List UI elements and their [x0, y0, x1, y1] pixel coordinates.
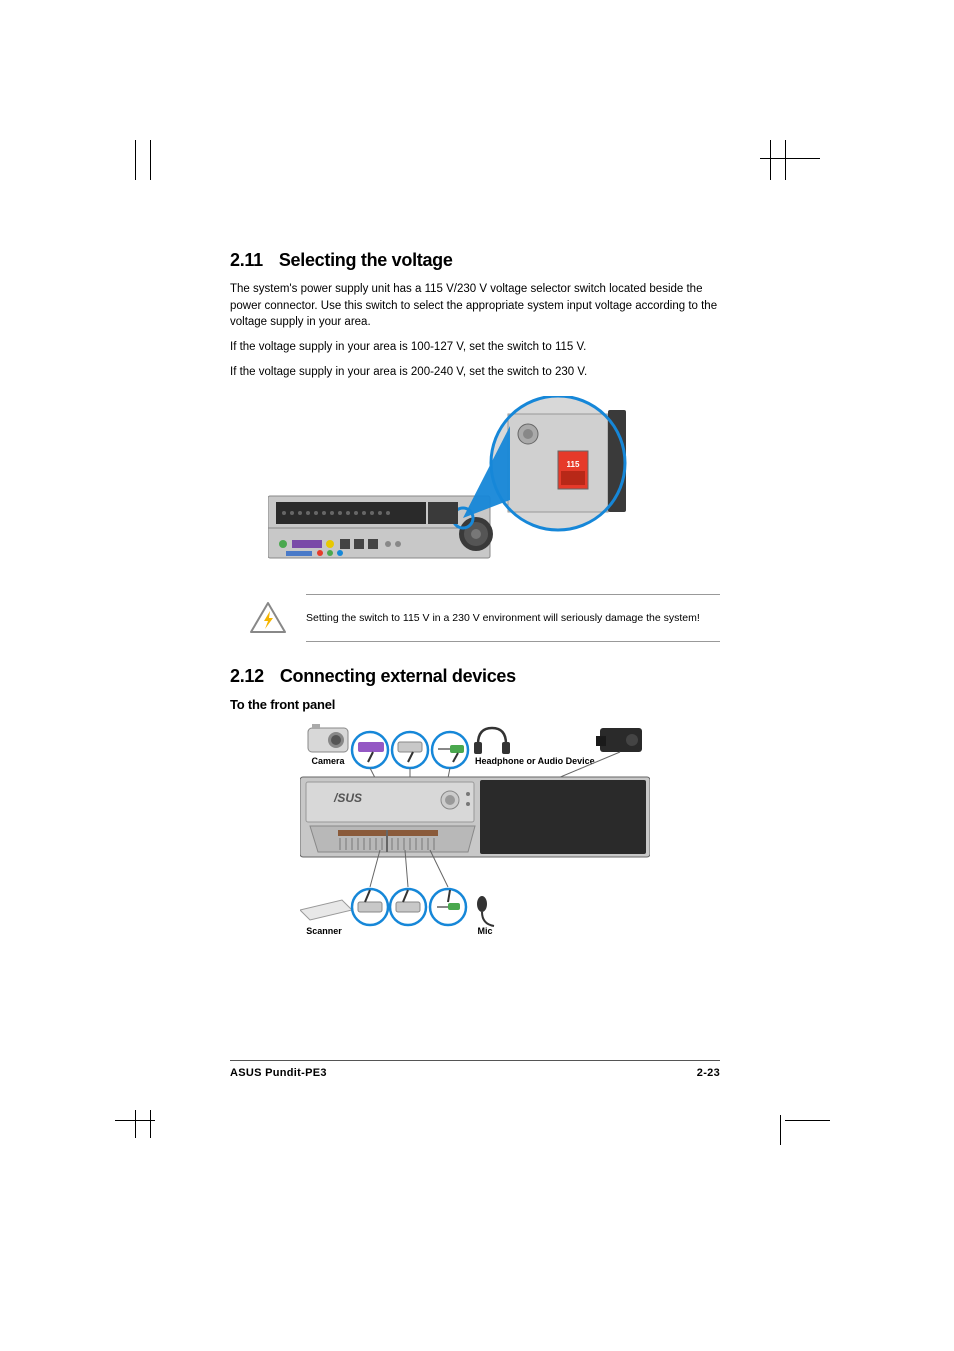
psu-small [428, 502, 458, 524]
crop-mark [135, 1110, 136, 1138]
warning-icon [230, 601, 306, 635]
audio-plug-top [432, 732, 468, 768]
footer-page-number: 2-23 [697, 1067, 720, 1079]
power-connector-inner [523, 429, 533, 439]
section-number: 2.12 [230, 666, 264, 686]
para-1: The system's power supply unit has a 115… [230, 281, 720, 331]
subsection-heading: To the front panel [230, 697, 720, 712]
para-3: If the voltage supply in your area is 20… [230, 364, 720, 381]
camera-icon [308, 724, 348, 752]
usb-plug-top-left [352, 732, 388, 768]
para-2: If the voltage supply in your area is 10… [230, 339, 720, 356]
figure-front-panel: Camera [300, 722, 720, 947]
footer-product: ASUS Pundit-PE3 [230, 1067, 327, 1079]
footer-rule [230, 1060, 720, 1061]
power-button-inner [445, 795, 455, 805]
section-heading-212: 2.12 Connecting external devices [230, 666, 720, 687]
warning-rule-bottom [306, 641, 720, 642]
front-port-flap [310, 826, 475, 852]
videocam-icon [596, 728, 642, 752]
crop-mark [760, 158, 820, 159]
mic-icon [477, 896, 494, 926]
brand-label: /SUS [333, 791, 362, 805]
crop-mark [150, 140, 151, 180]
usb-plug-bottom-left [352, 889, 388, 925]
lightning-triangle-icon [249, 601, 287, 635]
crop-mark [780, 1115, 781, 1145]
figure-voltage-switch: 115 [268, 396, 720, 576]
voltage-label: 115 [567, 460, 580, 469]
mic-plug-bottom [430, 889, 466, 925]
section-number: 2.11 [230, 250, 263, 270]
front-panel-svg: Camera [300, 722, 650, 942]
page-footer: ASUS Pundit-PE3 2-23 [230, 1060, 720, 1079]
crop-mark [785, 140, 786, 180]
crop-mark [770, 140, 771, 180]
optical-bay [480, 780, 646, 854]
crop-mark [135, 140, 136, 180]
crop-mark [150, 1110, 151, 1138]
voltage-switch-lower [561, 471, 585, 485]
led-icon [466, 792, 470, 796]
crop-mark [785, 1120, 830, 1121]
headphone-icon [474, 728, 510, 754]
voltage-switch-svg: 115 [268, 396, 668, 571]
usb-plug-top-right [392, 732, 428, 768]
fan-hub [471, 529, 481, 539]
section-heading-211: 2.11 Selecting the voltage [230, 250, 720, 271]
headphone-label: Headphone or Audio Device [475, 756, 595, 766]
usb-plug-bottom-right [390, 889, 426, 925]
warning-text: Setting the switch to 115 V in a 230 V e… [306, 611, 712, 626]
section-title: Selecting the voltage [279, 250, 453, 270]
led-icon-2 [466, 802, 470, 806]
scanner-label: Scanner [306, 926, 342, 936]
camera-label: Camera [311, 756, 345, 766]
section-title: Connecting external devices [280, 666, 516, 686]
mic-label: Mic [477, 926, 492, 936]
scanner-icon [300, 900, 352, 920]
warning-block: Setting the switch to 115 V in a 230 V e… [230, 594, 720, 642]
